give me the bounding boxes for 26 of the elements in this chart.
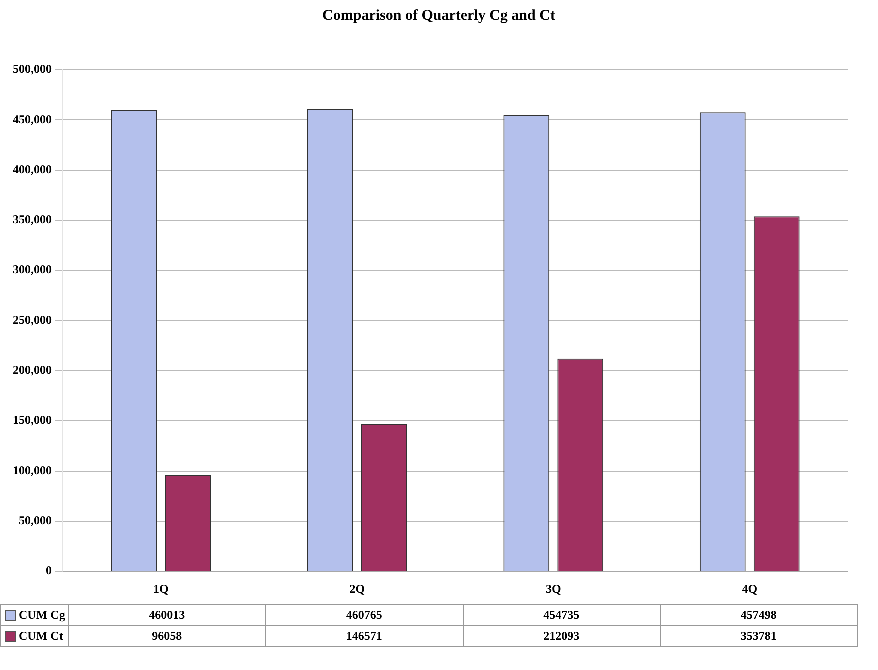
data-label: 457498 [660,604,858,626]
y-tick-label: 250,000 [13,312,52,327]
x-tick-label: 4Q [742,582,758,596]
y-tick-label: 150,000 [13,413,52,428]
y-tick-label: 0 [46,564,52,578]
data-label: 460765 [266,604,463,626]
data-label: 353781 [660,626,858,646]
x-tick-label: 1Q [153,582,169,596]
y-tick-label: 350,000 [13,212,52,227]
y-tick-label: 100,000 [13,463,52,478]
data-label: 212093 [463,626,660,646]
x-tick-label: 2Q [350,582,366,596]
y-tick-label: 400,000 [13,162,52,176]
y-tick-label: 200,000 [13,363,52,378]
chart-title: Comparison of Quarterly Cg and Ct [322,8,556,25]
y-tick-label: 500,000 [13,62,52,76]
legend-label: CUM Ct [0,626,68,646]
data-label: 460013 [68,604,266,626]
data-label: 96058 [68,626,266,646]
y-tick-label: 300,000 [13,262,52,277]
legend-label: CUM Cg [0,604,68,626]
data-label: 146571 [266,626,463,646]
y-tick-label: 450,000 [13,112,52,126]
y-tick-label: 50,000 [19,514,52,528]
data-label: 454735 [463,604,660,626]
x-tick-label: 3Q [546,582,562,596]
